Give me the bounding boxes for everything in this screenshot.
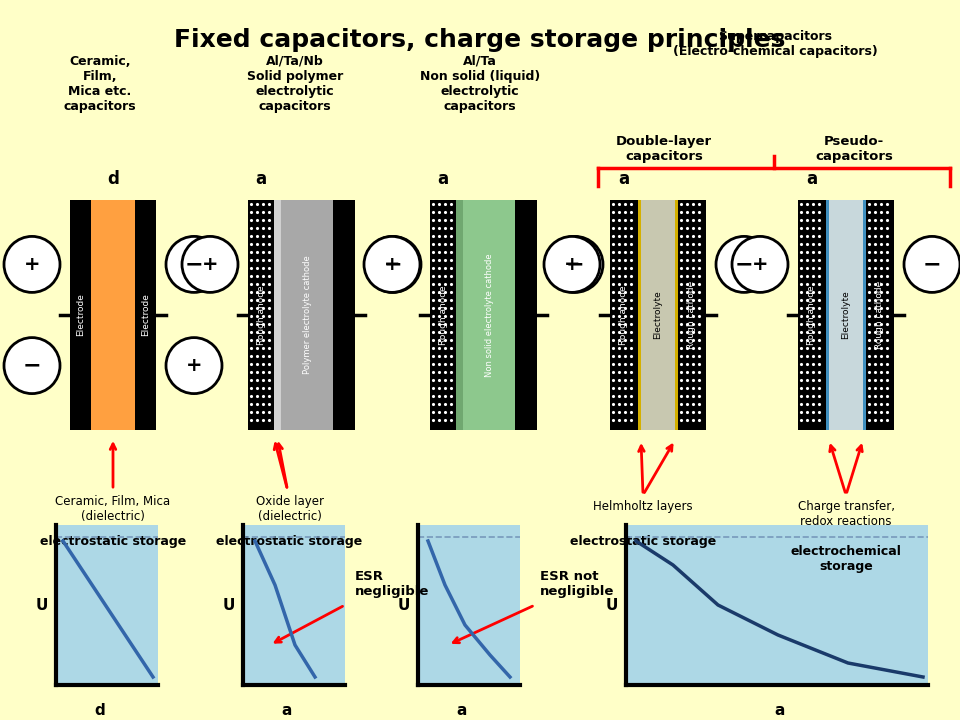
- Text: +: +: [564, 255, 580, 274]
- Bar: [243, 525, 345, 685]
- Text: electrostatic storage: electrostatic storage: [216, 535, 363, 548]
- Text: electrostatic storage: electrostatic storage: [570, 535, 716, 548]
- Text: +: +: [24, 255, 40, 274]
- Text: a: a: [281, 703, 292, 718]
- Text: Ceramic, Film, Mica
(dielectric): Ceramic, Film, Mica (dielectric): [56, 495, 171, 523]
- Text: Charge transfer,
redox reactions: Charge transfer, redox reactions: [798, 500, 895, 528]
- Text: U: U: [36, 598, 48, 613]
- Text: +: +: [202, 255, 218, 274]
- Text: Al/Ta
Non solid (liquid)
electrolytic
capacitors: Al/Ta Non solid (liquid) electrolytic ca…: [420, 55, 540, 113]
- Text: Electrode: Electrode: [141, 294, 150, 336]
- Text: Oxide layer
(dielectric): Oxide layer (dielectric): [255, 495, 324, 523]
- Bar: [56, 525, 158, 685]
- Bar: [515, 200, 537, 430]
- Text: d: d: [108, 170, 119, 188]
- Circle shape: [544, 236, 600, 292]
- Bar: [418, 525, 520, 685]
- Text: −: −: [565, 254, 585, 274]
- Circle shape: [4, 338, 60, 394]
- Bar: [638, 200, 678, 430]
- Text: a: a: [456, 703, 467, 718]
- Circle shape: [732, 236, 788, 292]
- Text: −: −: [734, 254, 754, 274]
- Text: Electrolyte: Electrolyte: [654, 291, 662, 339]
- Text: +: +: [752, 255, 768, 274]
- Text: electrochemical
storage: electrochemical storage: [791, 545, 901, 573]
- Text: U: U: [606, 598, 618, 613]
- Text: Al/Ta/Nb
Solid polymer
electrolytic
capacitors: Al/Ta/Nb Solid polymer electrolytic capa…: [247, 55, 343, 113]
- Text: −: −: [384, 254, 402, 274]
- Text: Rough cathode: Rough cathode: [687, 281, 697, 349]
- Bar: [610, 200, 638, 430]
- Circle shape: [364, 236, 420, 292]
- Circle shape: [4, 236, 60, 292]
- Text: Electrode: Electrode: [76, 294, 85, 336]
- Text: a: a: [438, 170, 448, 188]
- Text: Supercapacitors
(Electro-chemical capacitors): Supercapacitors (Electro-chemical capaci…: [673, 30, 877, 58]
- Text: −: −: [923, 254, 942, 274]
- Bar: [248, 200, 274, 430]
- Text: electrostatic storage: electrostatic storage: [40, 535, 186, 548]
- Text: Rough anode: Rough anode: [439, 285, 447, 345]
- Text: Helmholtz layers: Helmholtz layers: [593, 500, 693, 513]
- Bar: [866, 200, 894, 430]
- Text: a: a: [255, 170, 267, 188]
- Circle shape: [365, 236, 421, 292]
- Text: a: a: [775, 703, 784, 718]
- Text: Rough anode: Rough anode: [256, 285, 266, 345]
- Bar: [281, 200, 333, 430]
- Text: +: +: [185, 356, 203, 375]
- Bar: [456, 200, 463, 430]
- Text: Pseudo-
capacitors: Pseudo- capacitors: [815, 135, 893, 163]
- Text: Non solid electrolyte cathode: Non solid electrolyte cathode: [485, 253, 493, 377]
- Bar: [70, 200, 91, 430]
- Text: Rough cathode: Rough cathode: [876, 281, 884, 349]
- Circle shape: [166, 236, 222, 292]
- Text: a: a: [806, 170, 818, 188]
- Bar: [430, 200, 456, 430]
- Text: Ceramic,
Film,
Mica etc.
capacitors: Ceramic, Film, Mica etc. capacitors: [63, 55, 136, 113]
- Circle shape: [904, 236, 960, 292]
- Text: Rough anode: Rough anode: [807, 285, 817, 345]
- Bar: [826, 200, 866, 430]
- Circle shape: [547, 236, 603, 292]
- Bar: [135, 200, 156, 430]
- Circle shape: [182, 236, 238, 292]
- Text: −: −: [23, 356, 41, 376]
- Text: Rough anode: Rough anode: [619, 285, 629, 345]
- Bar: [463, 200, 515, 430]
- Text: Electrolyte: Electrolyte: [842, 291, 851, 339]
- Bar: [863, 200, 866, 430]
- Bar: [798, 200, 826, 430]
- Bar: [626, 525, 928, 685]
- Bar: [826, 200, 829, 430]
- Bar: [274, 200, 281, 430]
- Circle shape: [166, 338, 222, 394]
- Text: a: a: [618, 170, 630, 188]
- Bar: [638, 200, 641, 430]
- Circle shape: [716, 236, 772, 292]
- Bar: [678, 200, 706, 430]
- Bar: [675, 200, 678, 430]
- Text: +: +: [384, 255, 400, 274]
- Text: ESR not
negligible: ESR not negligible: [540, 570, 614, 598]
- Text: Fixed capacitors, charge storage principles: Fixed capacitors, charge storage princip…: [175, 28, 785, 52]
- Text: d: d: [94, 703, 105, 718]
- Text: −: −: [184, 254, 204, 274]
- Text: ESR
negligible: ESR negligible: [355, 570, 429, 598]
- Text: Double-layer
capacitors: Double-layer capacitors: [616, 135, 712, 163]
- Bar: [333, 200, 355, 430]
- Text: U: U: [397, 598, 410, 613]
- Bar: [91, 200, 135, 430]
- Text: U: U: [223, 598, 235, 613]
- Text: Polymer electrolyte cathode: Polymer electrolyte cathode: [302, 256, 311, 374]
